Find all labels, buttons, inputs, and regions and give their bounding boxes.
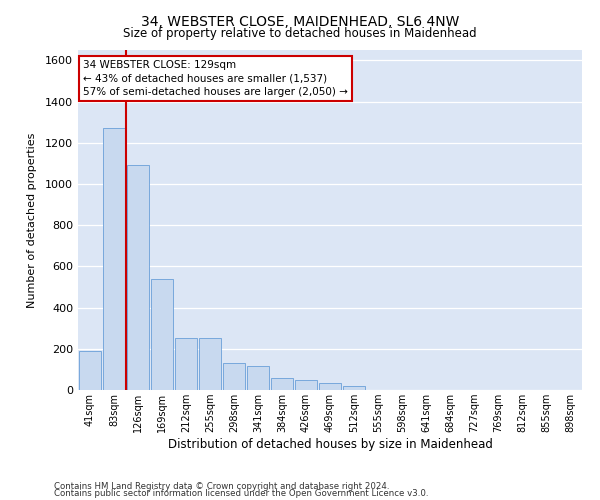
Bar — [151, 278, 173, 390]
Bar — [247, 366, 269, 390]
Y-axis label: Number of detached properties: Number of detached properties — [26, 132, 37, 308]
Bar — [319, 383, 341, 390]
Text: 34 WEBSTER CLOSE: 129sqm
← 43% of detached houses are smaller (1,537)
57% of sem: 34 WEBSTER CLOSE: 129sqm ← 43% of detach… — [83, 60, 348, 96]
Bar — [295, 380, 317, 390]
Text: 34, WEBSTER CLOSE, MAIDENHEAD, SL6 4NW: 34, WEBSTER CLOSE, MAIDENHEAD, SL6 4NW — [141, 15, 459, 29]
X-axis label: Distribution of detached houses by size in Maidenhead: Distribution of detached houses by size … — [167, 438, 493, 451]
Text: Contains public sector information licensed under the Open Government Licence v3: Contains public sector information licen… — [54, 489, 428, 498]
Text: Size of property relative to detached houses in Maidenhead: Size of property relative to detached ho… — [123, 28, 477, 40]
Bar — [175, 338, 197, 390]
Bar — [127, 166, 149, 390]
Bar — [343, 386, 365, 390]
Bar — [271, 378, 293, 390]
Bar — [103, 128, 125, 390]
Text: Contains HM Land Registry data © Crown copyright and database right 2024.: Contains HM Land Registry data © Crown c… — [54, 482, 389, 491]
Bar — [199, 338, 221, 390]
Bar — [223, 363, 245, 390]
Bar — [79, 351, 101, 390]
